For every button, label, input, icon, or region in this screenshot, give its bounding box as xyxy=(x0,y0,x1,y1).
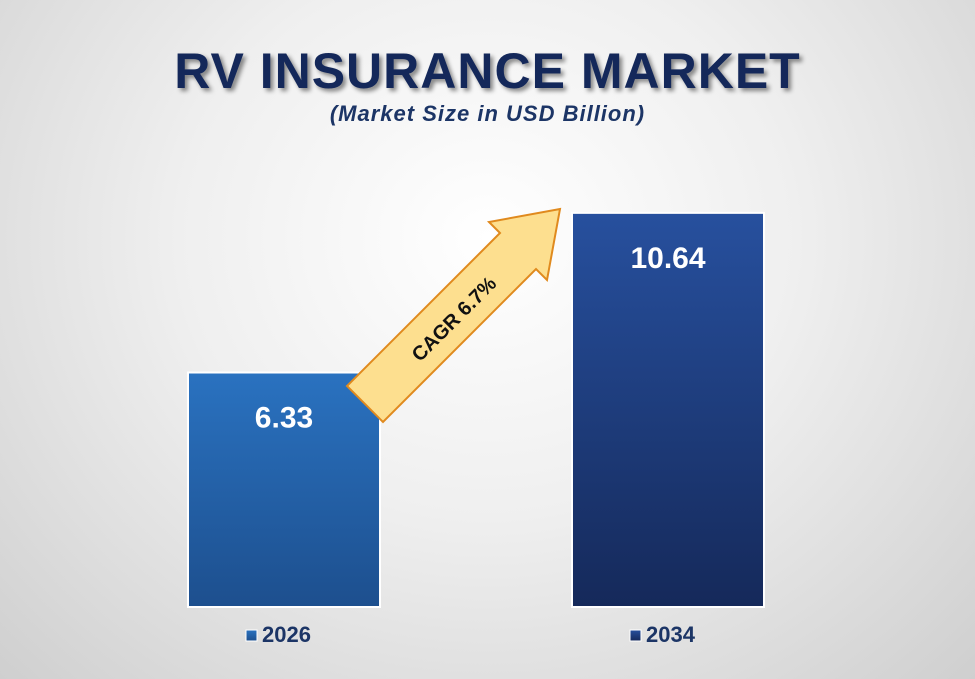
legend-label-2026: 2026 xyxy=(262,622,311,647)
chart-subtitle: (Market Size in USD Billion) xyxy=(329,101,646,126)
bars-layer: 6.33 10.64 xyxy=(187,211,765,608)
value-label-2026: 6.33 xyxy=(255,402,313,435)
value-label-2034: 10.64 xyxy=(630,242,705,275)
bar-2034 xyxy=(571,211,765,608)
chart-title: RV INSURANCE MARKET xyxy=(174,43,801,99)
cagr-arrow xyxy=(345,207,562,424)
bar-2026 xyxy=(187,371,381,608)
legend-label-2034: 2034 xyxy=(646,622,696,647)
legend-swatch-2034 xyxy=(629,629,642,642)
legend: 2026 2034 xyxy=(245,622,696,647)
legend-swatch-2026 xyxy=(245,629,258,642)
cagr-arrow-group: CAGR 6.7% xyxy=(345,207,562,424)
